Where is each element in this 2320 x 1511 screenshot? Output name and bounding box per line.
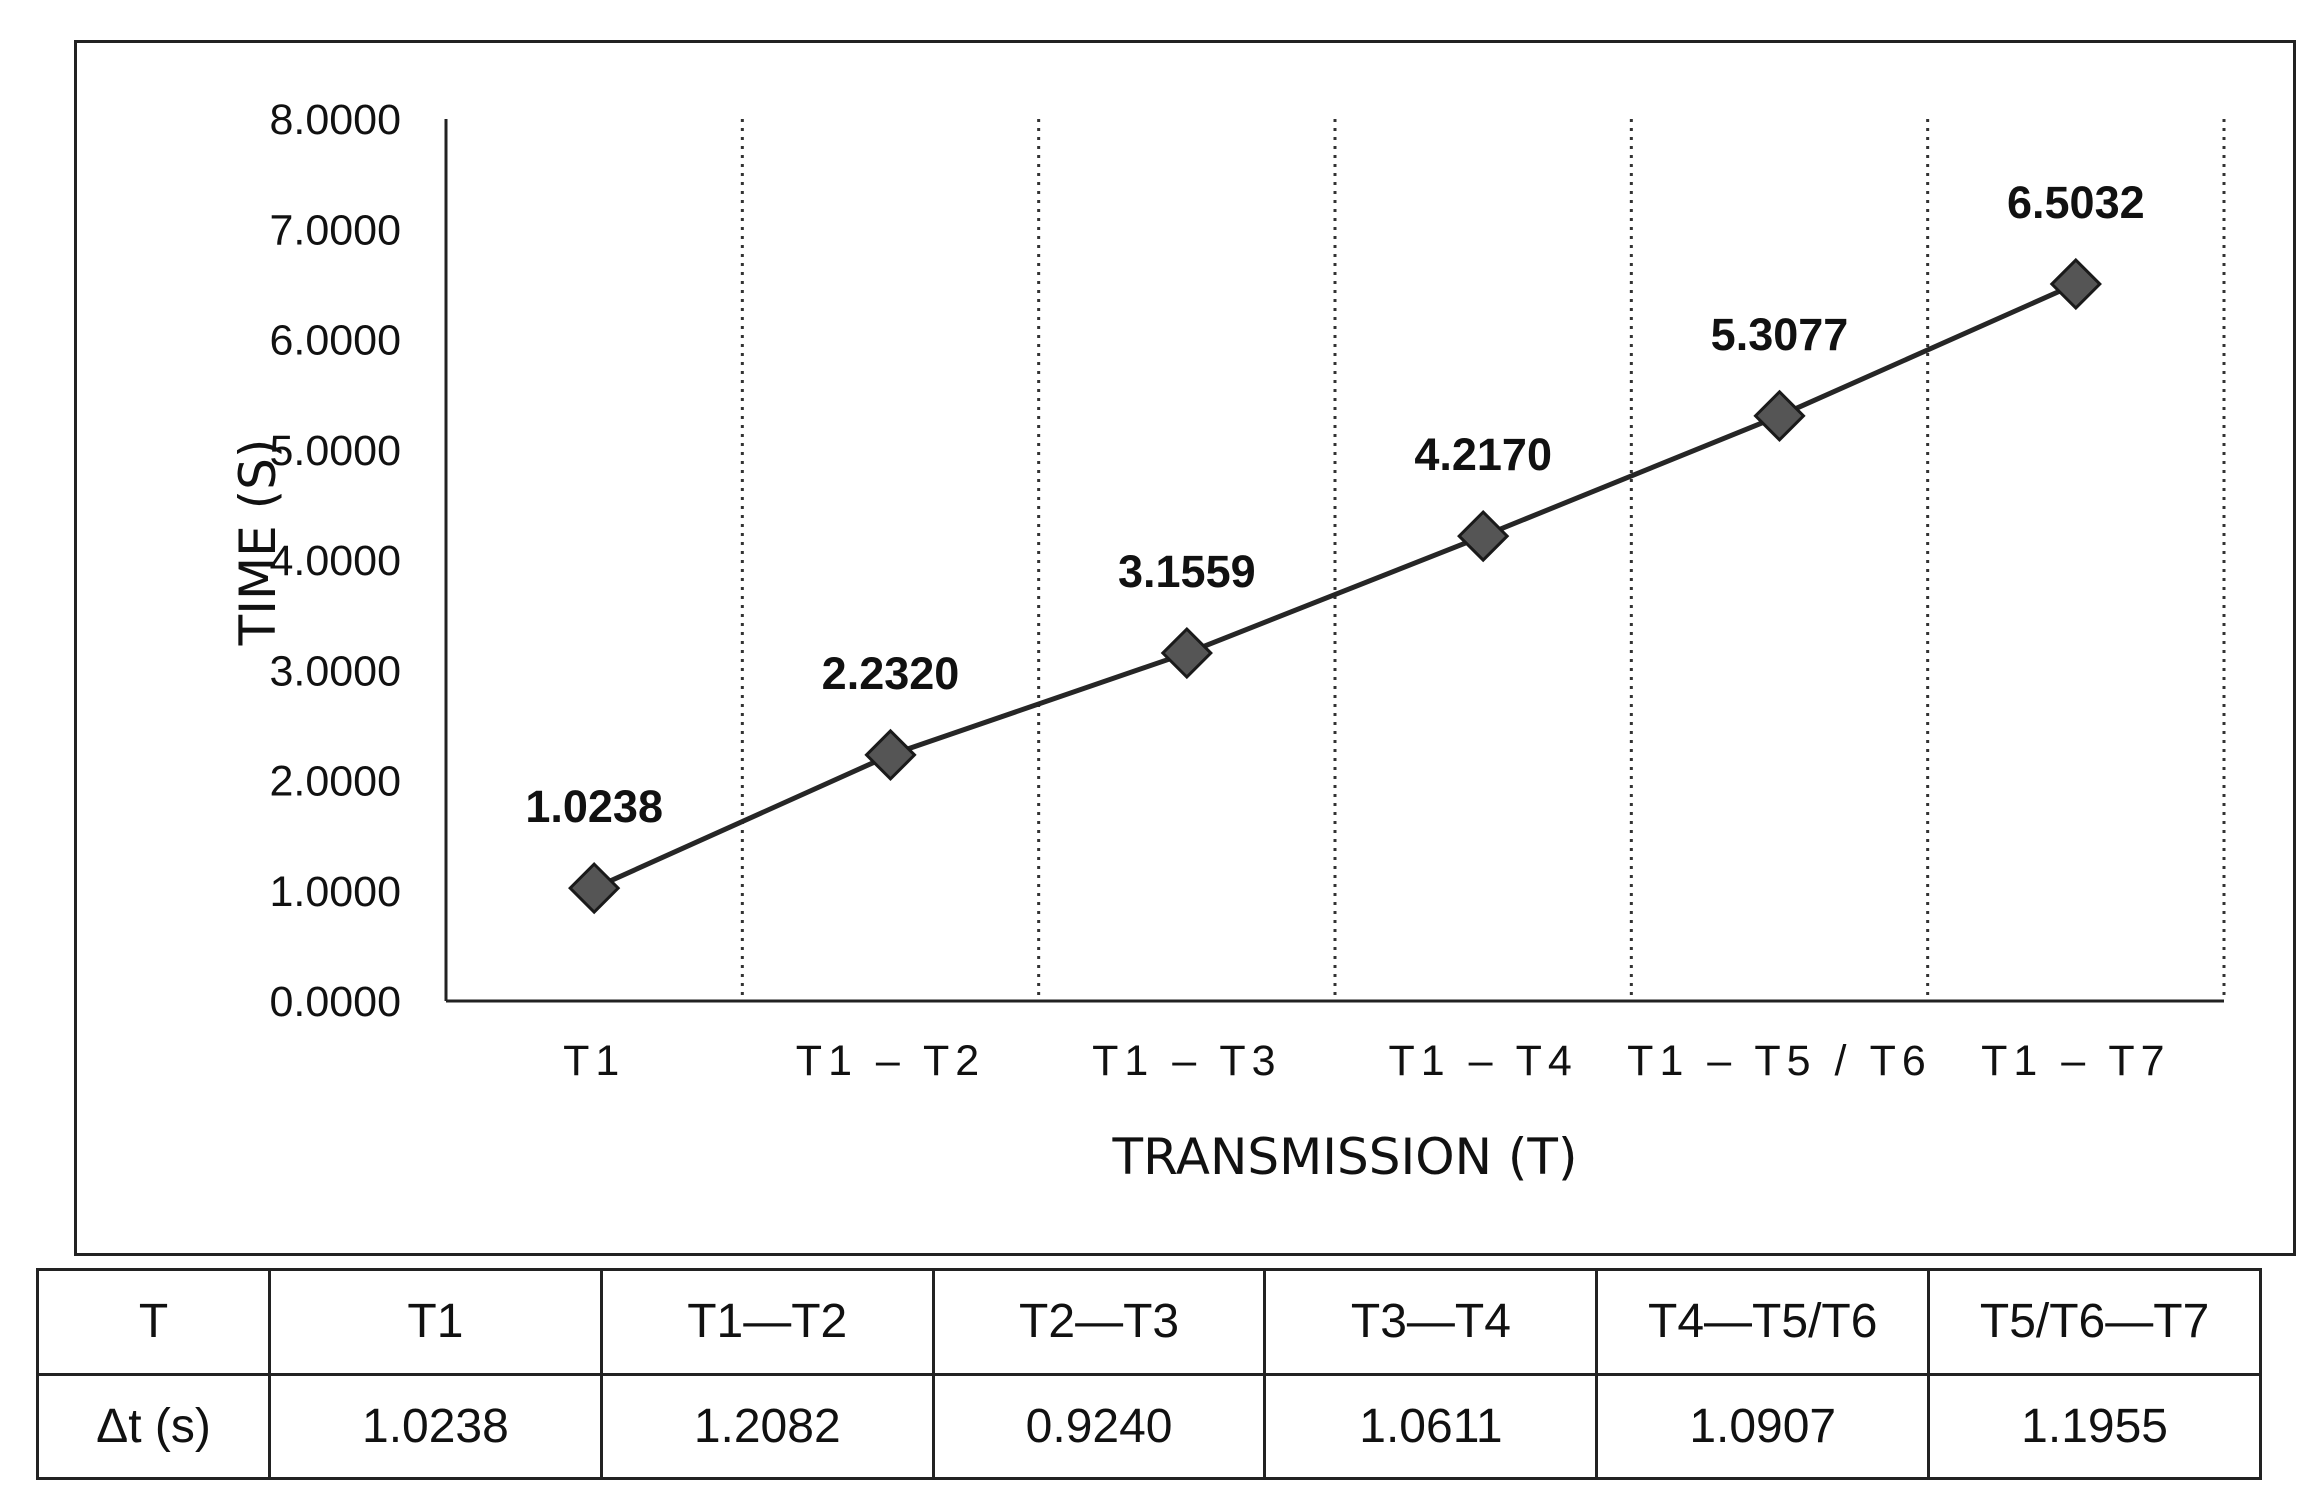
x-tick-label: T1 – T2 xyxy=(796,1037,985,1085)
x-tick-label: T1 – T3 xyxy=(1092,1037,1281,1085)
chart-frame: 0.0000 1.0000 2.0000 3.0000 4.0000 5.0000 6.00… xyxy=(74,40,2296,1256)
table-header-row: T T1 T1—T2 T2—T3 T3—T4 T4—T5/T6 T5/T6—T7 xyxy=(36,1268,2262,1376)
y-axis-title: TIME (S) xyxy=(229,439,287,647)
series-line xyxy=(593,281,2077,891)
line-chart: 0.0000 1.0000 2.0000 3.0000 4.0000 5.0000 6.00… xyxy=(229,96,2226,1186)
y-tick-label: 5.0000 xyxy=(269,427,401,475)
series-layer xyxy=(568,257,2102,915)
data-point-marker xyxy=(568,862,621,915)
y-tick-label: 7.0000 xyxy=(269,206,401,254)
y-tick-label: 4.0000 xyxy=(269,537,401,585)
data-point-marker xyxy=(1753,389,1806,442)
axis-layer: 0.0000 1.0000 2.0000 3.0000 4.0000 5.0000 6.00… xyxy=(269,96,2224,1085)
table-cell: T2—T3 xyxy=(931,1268,1267,1376)
label-layer: 1.0238 2.2320 3.1559 4.2170 5.3077 6.5032 xyxy=(525,177,2144,832)
x-axis-title: TRANSMISSION (T) xyxy=(1112,1128,1578,1186)
data-label: 2.2320 xyxy=(822,648,960,699)
y-tick-label: 8.0000 xyxy=(269,96,401,144)
data-point-marker xyxy=(1160,626,1213,680)
y-tick-label: 0.0000 xyxy=(269,978,401,1026)
table-cell: 1.0238 xyxy=(268,1372,603,1480)
table-cell: T1 xyxy=(268,1268,603,1376)
table-cell: 1.0611 xyxy=(1263,1372,1599,1480)
y-tick-label: 3.0000 xyxy=(269,647,401,695)
table-cell: 1.1955 xyxy=(1927,1372,2262,1480)
x-tick-label: T1 – T5 / T6 xyxy=(1627,1037,1932,1085)
y-tick-label: 6.0000 xyxy=(269,317,401,365)
data-label: 3.1559 xyxy=(1118,546,1256,597)
x-tick-label: T1 xyxy=(563,1037,625,1085)
table-cell: T1—T2 xyxy=(599,1268,935,1376)
delta-time-table: T T1 T1—T2 T2—T3 T3—T4 T4—T5/T6 T5/T6—T7… xyxy=(36,1268,2262,1480)
table-cell: T4—T5/T6 xyxy=(1595,1268,1931,1376)
y-tick-label: 1.0000 xyxy=(269,868,401,916)
table-cell: T5/T6—T7 xyxy=(1927,1268,2262,1376)
x-tick-label: T1 – T4 xyxy=(1388,1037,1577,1085)
table-cell: 0.9240 xyxy=(931,1372,1267,1480)
grid-layer xyxy=(740,119,2226,1001)
table-cell: T xyxy=(36,1268,271,1376)
data-label: 1.0238 xyxy=(525,781,663,832)
data-point-marker xyxy=(2049,257,2102,311)
data-label: 4.2170 xyxy=(1414,429,1552,480)
data-label: 5.3077 xyxy=(1711,309,1849,360)
x-tick-label: T1 – T7 xyxy=(1981,1037,2170,1085)
table-cell: 1.0907 xyxy=(1595,1372,1931,1480)
data-point-marker xyxy=(864,728,917,782)
table-value-row: Δt (s) 1.0238 1.2082 0.9240 1.0611 1.090… xyxy=(36,1372,2262,1480)
table-cell: T3—T4 xyxy=(1263,1268,1599,1376)
table-cell: 1.2082 xyxy=(599,1372,935,1480)
data-label: 6.5032 xyxy=(2007,177,2145,228)
y-tick-label: 2.0000 xyxy=(269,758,401,806)
table-cell: Δt (s) xyxy=(36,1372,271,1480)
data-point-marker xyxy=(1457,509,1510,563)
